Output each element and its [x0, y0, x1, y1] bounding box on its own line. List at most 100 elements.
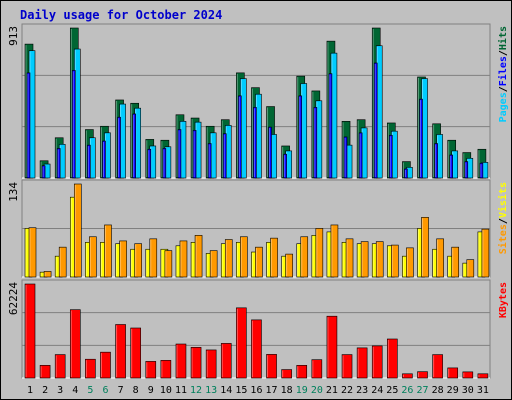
chart-title: Daily usage for October 2024 [20, 8, 222, 22]
day-label: 21 [326, 385, 338, 396]
files-bar [41, 165, 46, 179]
day-label: 15 [235, 385, 247, 396]
day-label: 31 [477, 385, 489, 396]
sites-bar-fill [315, 228, 324, 278]
day-label: 11 [175, 385, 187, 396]
day-label: 3 [57, 385, 63, 396]
day-label: 20 [311, 385, 323, 396]
day-label: 5 [87, 385, 93, 396]
files-bar [434, 143, 438, 179]
sites-bar [104, 224, 112, 278]
sites-bar-fill [406, 247, 414, 278]
kbytes-bar [356, 347, 368, 379]
kbytes-bar-fill [402, 373, 413, 379]
sites-bar [391, 244, 399, 278]
kbytes-bar [387, 338, 398, 379]
sites-bar [466, 259, 475, 278]
hits-legend-part: Files [497, 56, 509, 86]
kbytes-bar-fill [266, 354, 277, 379]
kbytes-bar-fill [39, 365, 51, 379]
kbytes-bar [417, 371, 428, 379]
kbytes-bar [236, 307, 247, 379]
kbytes-bar-fill [236, 307, 247, 379]
kbytes-bar [130, 327, 141, 379]
files-bar-fill [207, 143, 212, 179]
sites-bar [255, 246, 263, 278]
files-bar-fill [313, 107, 318, 179]
sites-bar [58, 246, 67, 278]
kbytes-bar-fill [447, 367, 459, 379]
files-bar [162, 148, 167, 179]
day-label: 19 [296, 385, 308, 396]
sites-bar-fill [224, 239, 233, 278]
kbytes-bar [462, 371, 474, 379]
kbytes-bar-fill [311, 359, 323, 379]
kbytes-bar [447, 367, 459, 379]
sites-bar-fill [134, 243, 142, 278]
sites-bar-fill [43, 271, 52, 278]
kbytes-bar [477, 373, 489, 379]
hits-legend-part: Hits [497, 26, 509, 50]
sites-bar [451, 246, 460, 278]
day-label: 26 [401, 385, 413, 396]
files-bar-fill [419, 98, 423, 179]
kbytes-bar-fill [296, 365, 308, 379]
kbytes-bar-fill [462, 371, 474, 379]
day-label: 30 [462, 385, 474, 396]
kbytes-bar [326, 315, 338, 379]
hits-legend-part: / [498, 86, 509, 92]
kbytes-bar [160, 360, 172, 379]
files-bar [404, 168, 408, 179]
sites-bar-fill [164, 250, 173, 278]
sites-bar [224, 239, 233, 278]
files-bar [268, 126, 272, 179]
sites-bar-fill [255, 246, 263, 278]
sites-bar-fill [270, 237, 278, 278]
kbytes-bar [371, 345, 383, 379]
kbytes-bar-fill [220, 343, 232, 379]
files-bar [87, 144, 91, 179]
files-bar-fill [192, 130, 197, 179]
files-bar-fill [283, 153, 287, 179]
kbytes-bar [266, 354, 277, 379]
kbytes-bar-fill [115, 324, 126, 379]
kbytes-legend: KBytes [498, 282, 509, 318]
files-bar [313, 107, 318, 179]
day-label: 29 [447, 385, 459, 396]
sites-bar [481, 228, 490, 278]
kbytes-bar-fill [205, 349, 217, 379]
sites-bar-fill [119, 240, 127, 278]
files-bar [56, 148, 61, 179]
sites-bar [421, 217, 429, 278]
files-bar-fill [222, 133, 227, 179]
kbytes-bar [311, 359, 323, 379]
sites-bar [28, 227, 37, 278]
sites-bar-fill [73, 183, 82, 278]
files-bar [192, 130, 197, 179]
files-bar [389, 134, 393, 179]
sites-bar-fill [58, 246, 67, 278]
sites-bar [360, 241, 369, 278]
kbytes-bar [69, 309, 81, 379]
files-bar-fill [87, 144, 91, 179]
files-bar [147, 148, 152, 179]
sites-bar [315, 228, 324, 278]
sites-bar [240, 236, 248, 278]
day-label: 24 [371, 385, 383, 396]
kbytes-bar-fill [432, 354, 443, 379]
sites-bar [89, 236, 97, 278]
files-bar-fill [434, 143, 438, 179]
sites-bar-fill [360, 241, 369, 278]
sites-bar [270, 237, 278, 278]
kbytes-bar [24, 283, 36, 379]
files-bar-fill [132, 113, 136, 179]
sites-bar-fill [330, 224, 339, 278]
day-label: 13 [205, 385, 217, 396]
hits-legend: Pages/Files/Hits [497, 26, 509, 122]
day-label: 25 [386, 385, 398, 396]
files-bar [117, 116, 121, 179]
day-label: 6 [102, 385, 108, 396]
sites-bar [119, 240, 127, 278]
day-label: 9 [148, 385, 154, 396]
